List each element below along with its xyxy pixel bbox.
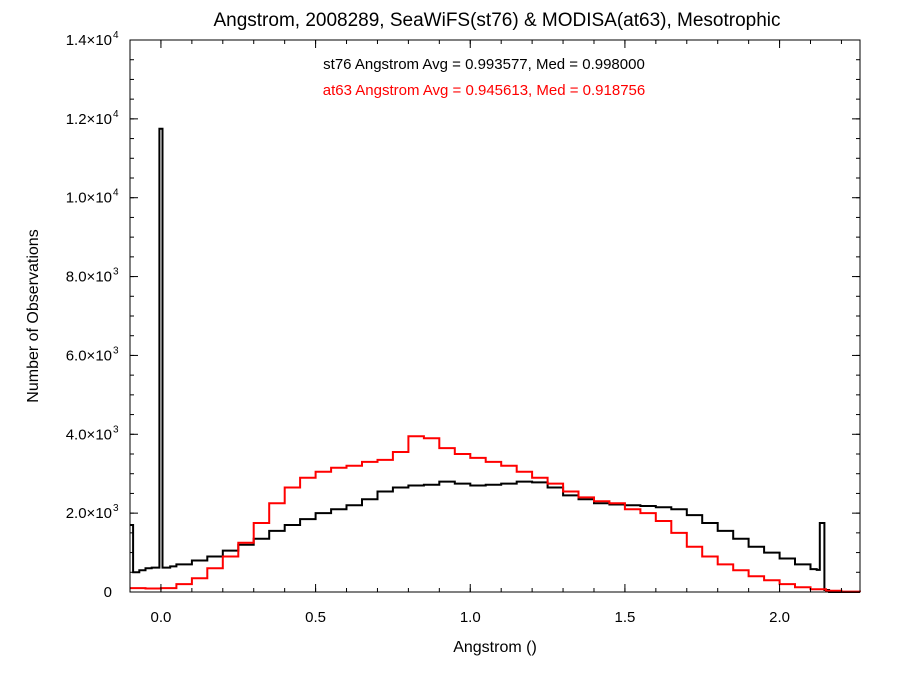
y-tick-label-3: 6.0×10	[66, 347, 112, 364]
x-tick-label-2: 1.0	[460, 609, 481, 626]
y-tick-exponent-6: 4	[113, 109, 119, 120]
x-tick-label-3: 1.5	[614, 609, 635, 626]
y-tick-label-5: 1.0×10	[66, 190, 112, 207]
y-tick-exponent-1: 3	[113, 503, 119, 514]
series-line-0	[130, 127, 860, 593]
y-tick-label-7: 1.4×10	[66, 32, 112, 49]
annotation-at63: at63 Angstrom Avg = 0.945613, Med = 0.91…	[323, 82, 645, 99]
chart-title: Angstrom, 2008289, SeaWiFS(st76) & MODIS…	[213, 10, 780, 31]
y-tick-exponent-3: 3	[113, 345, 119, 356]
y-tick-exponent-2: 3	[113, 424, 119, 435]
series-layer	[130, 127, 861, 593]
y-tick-label-1: 2.0×10	[66, 505, 112, 522]
y-tick-label-6: 1.2×10	[66, 111, 112, 128]
annotation-st76: st76 Angstrom Avg = 0.993577, Med = 0.99…	[323, 56, 645, 73]
x-tick-label-4: 2.0	[769, 609, 790, 626]
x-tick-label-0: 0.0	[151, 609, 172, 626]
y-tick-label-0: 0	[104, 584, 112, 601]
y-axis-label: Number of Observations	[25, 229, 42, 402]
x-axis-label: Angstrom ()	[453, 639, 537, 656]
y-tick-exponent-4: 3	[113, 267, 119, 278]
x-tick-label-1: 0.5	[305, 609, 326, 626]
series-line-1	[130, 435, 861, 593]
plot-frame	[129, 39, 861, 593]
y-tick-exponent-5: 4	[113, 188, 119, 199]
ticks-layer: 0.0 0.5 1.0 1.5 2.002.0×10 34.0×10 36.0×10 38.0…	[66, 30, 860, 626]
y-tick-exponent-7: 4	[113, 30, 119, 41]
y-tick-label-2: 4.0×10	[66, 426, 112, 443]
y-tick-label-4: 8.0×10	[66, 269, 112, 286]
